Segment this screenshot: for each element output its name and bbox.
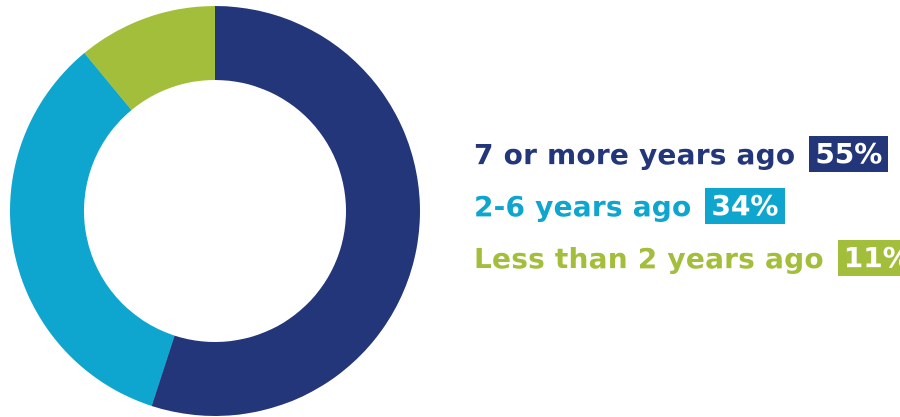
legend-item-7-plus-years: 7 or more years ago 55% [474,136,900,172]
legend-value-badge: 55% [809,136,889,172]
legend: 7 or more years ago 55% 2-6 years ago 34… [474,136,900,292]
legend-value-badge: 34% [705,188,785,224]
slice-2-6-years [9,53,175,406]
slice-7-plus-years [151,6,421,417]
legend-label: 2-6 years ago [474,189,692,223]
legend-item-2-6-years: 2-6 years ago 34% [474,188,900,224]
legend-label: 7 or more years ago [474,137,796,171]
donut-chart [9,6,421,417]
legend-value-badge: 11% [837,240,900,276]
legend-label: Less than 2 years ago [474,241,824,275]
legend-item-less-than-2-years: Less than 2 years ago 11% [474,240,900,276]
slice-less-than-2-years [84,6,215,111]
